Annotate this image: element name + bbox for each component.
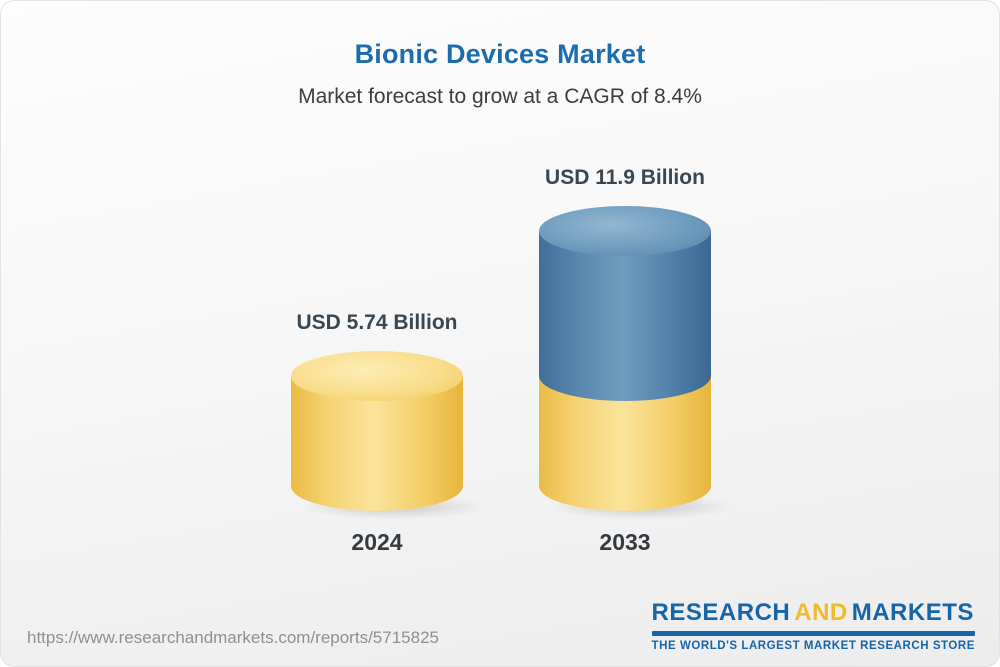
source-url[interactable]: https://www.researchandmarkets.com/repor… [27, 628, 439, 647]
cylinder-top-2033 [539, 206, 711, 256]
logo-tagline: THE WORLD'S LARGEST MARKET RESEARCH STOR… [651, 640, 975, 652]
logo-word-and: AND [794, 599, 848, 626]
growth-segment-2033 [539, 231, 711, 401]
cylinder-bar-2033 [538, 206, 745, 521]
cylinder-top-2024 [291, 351, 463, 401]
research-and-markets-logo: RESEARCH AND MARKETS THE WORLD'S LARGEST M… [651, 599, 975, 652]
logo-word-markets: MARKETS [851, 599, 974, 626]
chart-header: Bionic Devices Market Market forecast to… [1, 1, 999, 109]
cylinder-bar-2024 [290, 351, 497, 521]
logo-wordmark: RESEARCH AND MARKETS [652, 599, 975, 627]
value-label-2033: USD 11.9 Billion [545, 166, 705, 189]
bar-group-2033: USD 11.9 Billion 2033 [495, 166, 755, 555]
year-label-2033: 2033 [599, 529, 651, 555]
chart-title: Bionic Devices Market [354, 39, 646, 69]
logo-rule [651, 631, 975, 636]
bar-group-2024: USD 5.74 Billion 2024 [247, 311, 507, 555]
chart-subtitle: Market forecast to grow at a CAGR of 8.4… [298, 85, 702, 108]
year-label-2024: 2024 [351, 529, 403, 555]
logo-word-research: RESEARCH [651, 599, 791, 626]
value-label-2024: USD 5.74 Billion [296, 311, 458, 334]
